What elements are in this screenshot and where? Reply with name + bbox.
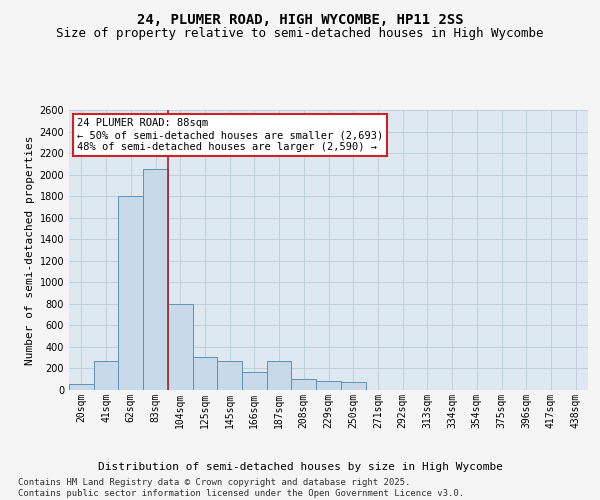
Bar [118, 196, 143, 390]
Bar [168, 304, 193, 390]
Bar [341, 382, 365, 390]
Bar [242, 372, 267, 390]
Text: 24, PLUMER ROAD, HIGH WYCOMBE, HP11 2SS: 24, PLUMER ROAD, HIGH WYCOMBE, HP11 2SS [137, 12, 463, 26]
Text: 24 PLUMER ROAD: 88sqm
← 50% of semi-detached houses are smaller (2,693)
48% of s: 24 PLUMER ROAD: 88sqm ← 50% of semi-deta… [77, 118, 383, 152]
Bar [292, 379, 316, 390]
Text: Size of property relative to semi-detached houses in High Wycombe: Size of property relative to semi-detach… [56, 28, 544, 40]
Bar [267, 361, 292, 390]
Bar [94, 361, 118, 390]
Bar [143, 169, 168, 390]
Y-axis label: Number of semi-detached properties: Number of semi-detached properties [25, 135, 35, 365]
Text: Contains HM Land Registry data © Crown copyright and database right 2025.
Contai: Contains HM Land Registry data © Crown c… [18, 478, 464, 498]
Bar [217, 361, 242, 390]
Bar [193, 356, 217, 390]
Text: Distribution of semi-detached houses by size in High Wycombe: Distribution of semi-detached houses by … [97, 462, 503, 472]
Bar [69, 384, 94, 390]
Bar [316, 382, 341, 390]
